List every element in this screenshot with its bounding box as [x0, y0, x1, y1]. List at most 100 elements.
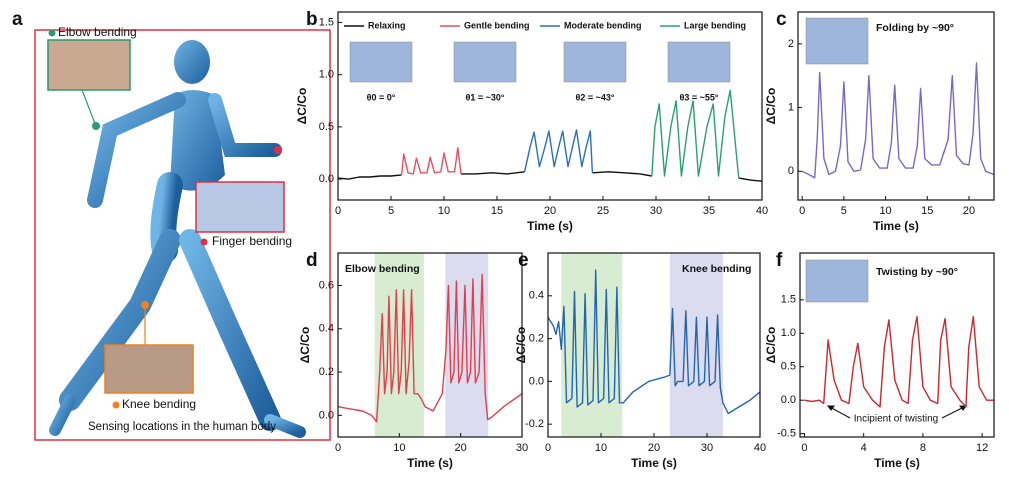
y-tick-label: 0.4 — [319, 323, 334, 335]
y-tick-label: 0.2 — [319, 366, 334, 378]
data-line — [523, 129, 594, 173]
x-tick-label: 40 — [756, 205, 768, 217]
plot-frame — [337, 11, 763, 201]
plot-frame — [797, 11, 995, 201]
x-tick-label: 25 — [597, 205, 609, 217]
y-tick-label: 1.0 — [319, 69, 334, 81]
panel-label: a — [12, 9, 23, 30]
y-tick-label: 0.0 — [319, 409, 334, 421]
data-line — [337, 171, 763, 182]
elbow-leader — [81, 89, 97, 127]
angle-annotation: θ1 = ~30° — [466, 92, 505, 102]
x-tick-label: 20 — [544, 205, 556, 217]
plot-frame — [337, 252, 523, 438]
inset-photos — [349, 17, 869, 303]
x-axis-label: Time (s) — [407, 456, 453, 470]
panel-label: b — [306, 9, 318, 30]
y-tick-label: 0.6 — [319, 279, 334, 291]
x-tick-label: 30 — [516, 442, 528, 454]
y-tick-label: 1.5 — [781, 294, 796, 306]
y-axis-label: ΔC/Co — [764, 327, 778, 364]
x-tick-label: 20 — [455, 442, 467, 454]
body-label: Elbow bending — [58, 25, 137, 39]
data-line — [400, 147, 462, 175]
shaded-region — [374, 253, 424, 437]
legend-label: Large bending — [684, 20, 746, 30]
x-tick-label: 10 — [595, 442, 607, 454]
x-tick-label: 20 — [648, 442, 660, 454]
angle-annotation: θ2 = ~43° — [576, 92, 615, 102]
panel-title: Twisting by ~90° — [876, 266, 958, 278]
y-tick-label: 1 — [788, 101, 794, 113]
y-tick-label: 0.0 — [529, 375, 544, 387]
x-tick-label: 0 — [335, 442, 341, 454]
annotation: Incipient of twisting — [854, 414, 939, 425]
y-axis-label: ΔC/Co — [298, 327, 312, 364]
y-tick-label: 0 — [788, 165, 794, 177]
data-line — [651, 89, 740, 179]
panel-title: Knee bending — [682, 263, 751, 275]
finger-photo — [195, 181, 285, 233]
x-axis-label: Time (s) — [873, 219, 919, 233]
panel-title: Elbow bending — [345, 263, 420, 275]
x-axis-label: Time (s) — [527, 219, 573, 233]
x-tick-label: 35 — [703, 205, 715, 217]
data-line — [547, 269, 761, 415]
label-dot — [48, 29, 56, 37]
x-tick-label: 8 — [920, 442, 926, 454]
data-line — [337, 273, 523, 423]
panel-a-frame — [34, 29, 331, 441]
x-tick-label: 5 — [841, 205, 847, 217]
y-tick-label: 0.0 — [781, 394, 796, 406]
elbow-photo — [47, 39, 131, 91]
x-tick-label: 5 — [388, 205, 394, 217]
legend-label: Relaxing — [368, 20, 406, 30]
x-tick-label: 12 — [976, 442, 988, 454]
x-tick-label: 0 — [545, 442, 551, 454]
elbow-dot — [92, 122, 100, 130]
y-axis-label: ΔC/Co — [764, 88, 778, 125]
x-tick-label: 15 — [491, 205, 503, 217]
x-tick-label: 10 — [438, 205, 450, 217]
y-tick-label: 2 — [788, 38, 794, 50]
knee-photo — [104, 344, 194, 394]
y-tick-label: 1.0 — [781, 327, 796, 339]
label-dot — [200, 238, 208, 246]
panel-label: d — [306, 250, 318, 271]
human-figure — [49, 40, 306, 438]
panel-title: Folding by ~90° — [876, 22, 954, 34]
data-line — [801, 62, 995, 179]
x-tick-label: 0 — [801, 442, 807, 454]
x-tick-label: 40 — [754, 442, 766, 454]
shaded-region — [669, 253, 723, 437]
annotation-arrows — [827, 405, 967, 419]
x-axis-label: Time (s) — [874, 456, 920, 470]
y-tick-label: 0.5 — [319, 121, 334, 133]
legend-label: Gentle bending — [464, 20, 530, 30]
y-tick-label: 1.5 — [319, 16, 334, 28]
x-tick-label: 15 — [921, 205, 933, 217]
angle-annotation: θ0 = 0° — [367, 92, 396, 102]
data-line — [804, 315, 994, 408]
y-axis-label: ΔC/Co — [514, 327, 528, 364]
knee-dot — [141, 301, 149, 309]
x-tick-label: 0 — [799, 205, 805, 217]
x-tick-label: 30 — [701, 442, 713, 454]
y-tick-label: -0.5 — [777, 428, 796, 440]
plot-frame — [799, 252, 995, 438]
y-tick-label: 0.5 — [781, 361, 796, 373]
caption: Sensing locations in the human body — [88, 421, 276, 433]
label-dot — [112, 401, 120, 409]
y-tick-label: -0.2 — [525, 418, 544, 430]
x-axis-label: Time (s) — [631, 456, 677, 470]
y-tick-label: 0.2 — [529, 332, 544, 344]
x-tick-label: 30 — [650, 205, 662, 217]
x-tick-label: 20 — [963, 205, 975, 217]
panel-label: c — [776, 9, 787, 30]
body-label: Knee bending — [122, 397, 196, 411]
x-tick-label: 10 — [393, 442, 405, 454]
shaded-region — [561, 253, 623, 437]
finger-dot — [274, 146, 282, 154]
panel-label: f — [776, 250, 783, 271]
legend-label: Moderate bending — [564, 20, 642, 30]
